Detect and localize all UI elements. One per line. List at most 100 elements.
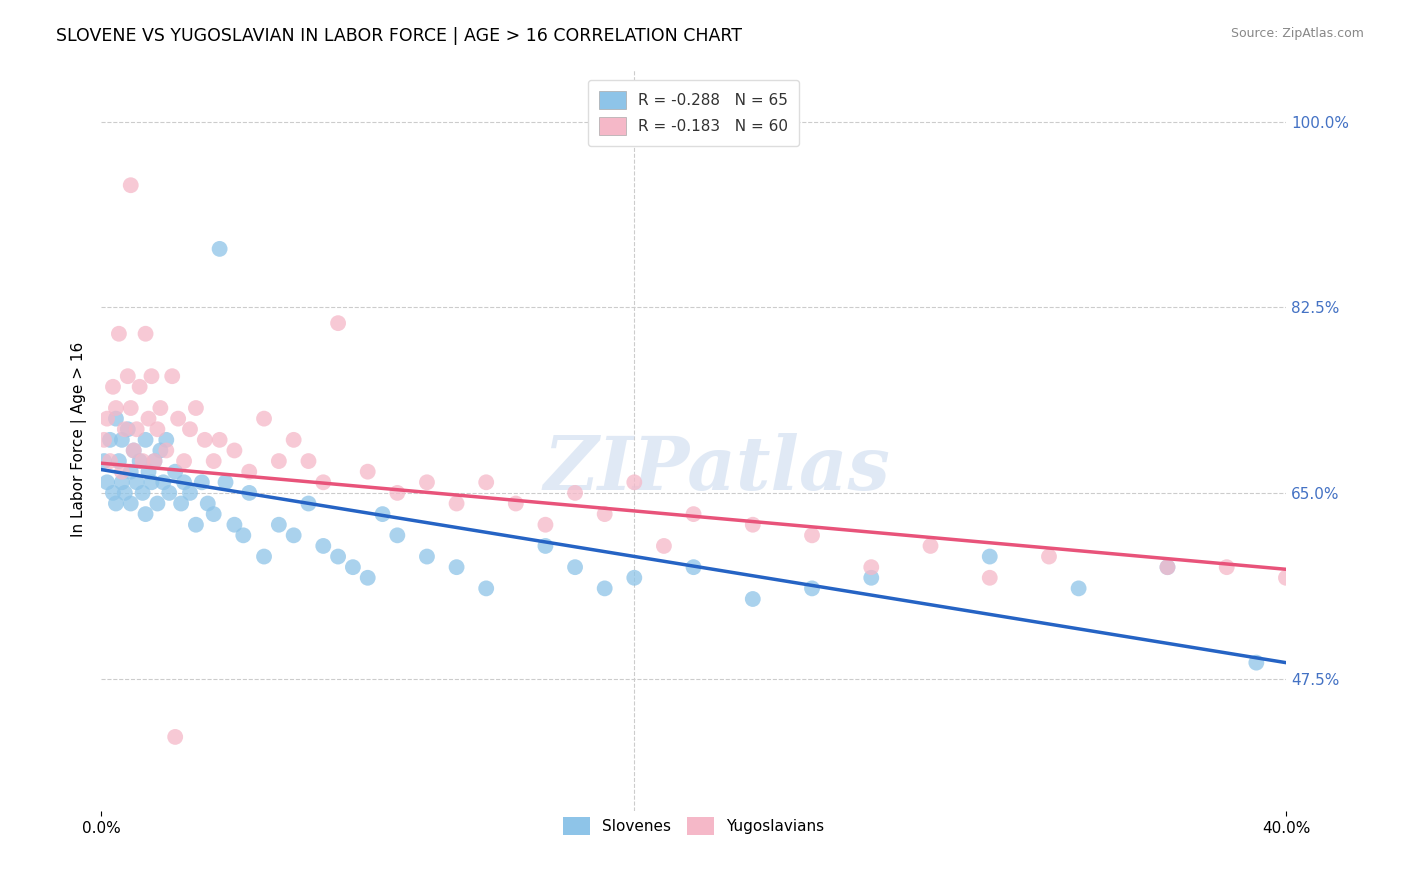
Point bbox=[1246, 656, 1268, 670]
Point bbox=[197, 496, 219, 510]
Point bbox=[146, 496, 169, 510]
Point bbox=[93, 433, 115, 447]
Point bbox=[214, 475, 236, 490]
Point bbox=[387, 528, 409, 542]
Point bbox=[149, 401, 172, 415]
Point bbox=[120, 401, 142, 415]
Point bbox=[326, 316, 349, 330]
Point bbox=[623, 475, 645, 490]
Point bbox=[143, 454, 166, 468]
Point bbox=[111, 475, 134, 490]
Text: SLOVENE VS YUGOSLAVIAN IN LABOR FORCE | AGE > 16 CORRELATION CHART: SLOVENE VS YUGOSLAVIAN IN LABOR FORCE | … bbox=[56, 27, 742, 45]
Point bbox=[165, 730, 187, 744]
Point bbox=[202, 454, 225, 468]
Point bbox=[122, 443, 145, 458]
Point bbox=[141, 475, 163, 490]
Point bbox=[741, 517, 763, 532]
Point bbox=[564, 486, 586, 500]
Point bbox=[475, 475, 498, 490]
Point bbox=[312, 539, 335, 553]
Point bbox=[111, 433, 134, 447]
Point bbox=[194, 433, 217, 447]
Text: Source: ZipAtlas.com: Source: ZipAtlas.com bbox=[1230, 27, 1364, 40]
Point bbox=[1215, 560, 1237, 574]
Point bbox=[682, 560, 704, 574]
Point bbox=[120, 178, 142, 193]
Point bbox=[101, 380, 124, 394]
Point bbox=[122, 443, 145, 458]
Point bbox=[682, 507, 704, 521]
Point bbox=[184, 401, 207, 415]
Legend: Slovenes, Yugoslavians: Slovenes, Yugoslavians bbox=[554, 807, 834, 845]
Point bbox=[371, 507, 394, 521]
Point bbox=[1038, 549, 1060, 564]
Point bbox=[253, 411, 276, 425]
Point bbox=[534, 539, 557, 553]
Point bbox=[173, 475, 195, 490]
Point bbox=[179, 422, 201, 436]
Point bbox=[801, 528, 824, 542]
Point bbox=[224, 517, 246, 532]
Point bbox=[170, 496, 193, 510]
Point bbox=[297, 496, 319, 510]
Point bbox=[238, 486, 260, 500]
Point bbox=[741, 592, 763, 607]
Point bbox=[135, 433, 157, 447]
Point bbox=[135, 326, 157, 341]
Point bbox=[283, 528, 305, 542]
Point bbox=[208, 242, 231, 256]
Point bbox=[93, 454, 115, 468]
Point bbox=[125, 422, 148, 436]
Point bbox=[593, 582, 616, 596]
Point bbox=[143, 454, 166, 468]
Point bbox=[104, 411, 127, 425]
Point bbox=[96, 475, 118, 490]
Point bbox=[157, 486, 180, 500]
Point bbox=[253, 549, 276, 564]
Point bbox=[104, 496, 127, 510]
Point bbox=[96, 411, 118, 425]
Point bbox=[593, 507, 616, 521]
Point bbox=[283, 433, 305, 447]
Point bbox=[125, 475, 148, 490]
Point bbox=[312, 475, 335, 490]
Point bbox=[860, 571, 883, 585]
Point bbox=[120, 496, 142, 510]
Point bbox=[104, 401, 127, 415]
Point bbox=[224, 443, 246, 458]
Point bbox=[98, 454, 121, 468]
Point bbox=[652, 539, 675, 553]
Text: ZIPatlas: ZIPatlas bbox=[544, 434, 890, 506]
Point bbox=[155, 433, 177, 447]
Point bbox=[128, 454, 150, 468]
Point bbox=[131, 486, 153, 500]
Point bbox=[108, 454, 131, 468]
Point bbox=[267, 517, 290, 532]
Point bbox=[297, 454, 319, 468]
Point bbox=[416, 475, 439, 490]
Point bbox=[446, 560, 468, 574]
Point bbox=[160, 369, 183, 384]
Point bbox=[149, 443, 172, 458]
Point bbox=[101, 486, 124, 500]
Point bbox=[1275, 571, 1298, 585]
Point bbox=[342, 560, 364, 574]
Point bbox=[475, 582, 498, 596]
Point bbox=[979, 549, 1001, 564]
Point bbox=[141, 369, 163, 384]
Point bbox=[1067, 582, 1090, 596]
Point bbox=[1156, 560, 1178, 574]
Point bbox=[208, 433, 231, 447]
Point bbox=[357, 571, 380, 585]
Point bbox=[232, 528, 254, 542]
Point bbox=[387, 486, 409, 500]
Point bbox=[138, 465, 160, 479]
Point bbox=[117, 369, 139, 384]
Point bbox=[979, 571, 1001, 585]
Point bbox=[155, 443, 177, 458]
Point bbox=[111, 465, 134, 479]
Point bbox=[505, 496, 527, 510]
Point bbox=[179, 486, 201, 500]
Point bbox=[114, 486, 136, 500]
Point bbox=[1156, 560, 1178, 574]
